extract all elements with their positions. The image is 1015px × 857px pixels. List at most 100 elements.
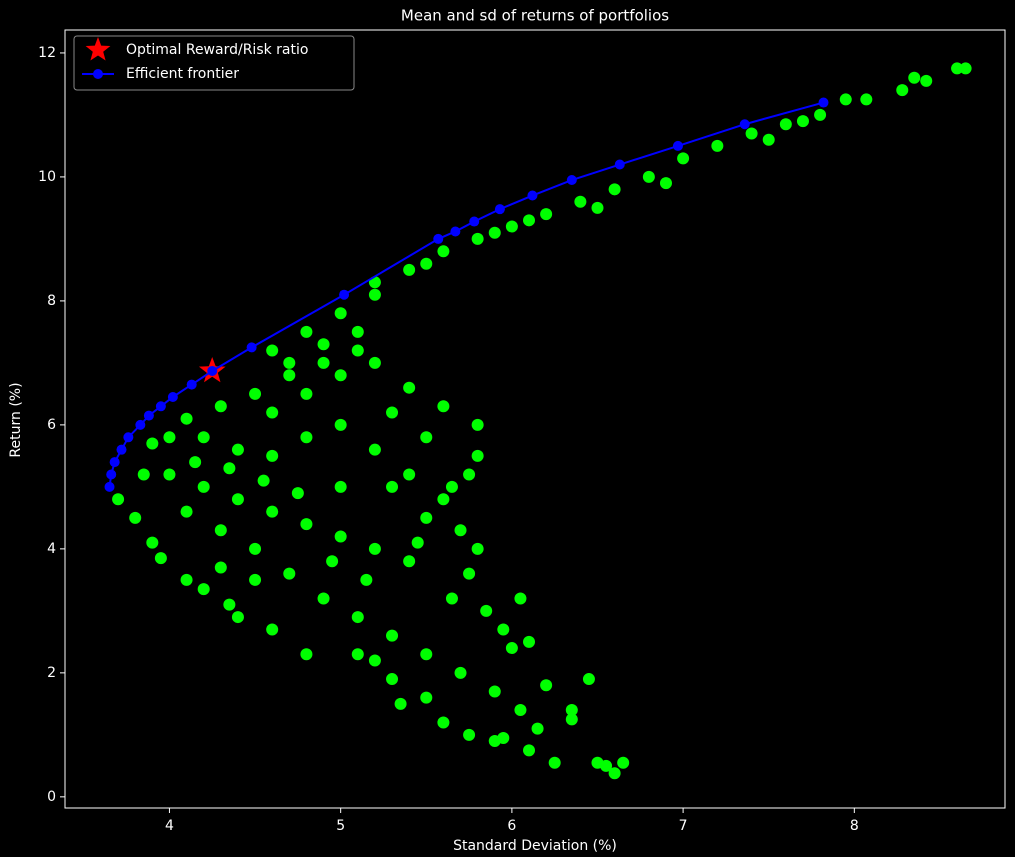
portfolio-point [146, 536, 159, 549]
portfolio-point [437, 716, 450, 729]
portfolio-point [283, 356, 296, 369]
portfolio-point [565, 704, 578, 717]
frontier-point [104, 481, 115, 492]
portfolio-point [231, 443, 244, 456]
portfolio-point [300, 325, 313, 338]
portfolio-point [420, 257, 433, 270]
portfolio-point [523, 744, 536, 757]
portfolio-point [214, 400, 227, 413]
portfolio-point [959, 62, 972, 75]
portfolio-point [231, 493, 244, 506]
portfolio-point [908, 71, 921, 84]
portfolio-point [951, 62, 964, 75]
portfolio-point [860, 93, 873, 106]
portfolio-point [411, 536, 424, 549]
portfolio-point [351, 325, 364, 338]
portfolio-point [471, 418, 484, 431]
x-tick-label: 6 [507, 818, 516, 834]
portfolio-point [608, 767, 621, 780]
portfolio-point [403, 555, 416, 568]
x-axis-label: Standard Deviation (%) [453, 838, 617, 854]
portfolio-point [523, 635, 536, 648]
portfolio-point [300, 648, 313, 661]
portfolio-point [445, 480, 458, 493]
portfolio-point [197, 480, 210, 493]
legend-label: Optimal Reward/Risk ratio [126, 42, 308, 58]
portfolio-point [531, 722, 544, 735]
portfolio-point [677, 152, 690, 165]
portfolio-point [266, 449, 279, 462]
portfolio-point [112, 493, 125, 506]
y-axis-label: Return (%) [8, 382, 24, 457]
y-tick-label: 8 [47, 293, 56, 309]
portfolio-point [514, 592, 527, 605]
frontier-point [614, 159, 625, 170]
portfolio-point [291, 487, 304, 500]
portfolio-point [779, 118, 792, 131]
frontier-point [739, 119, 750, 130]
portfolio-point [386, 673, 399, 686]
frontier-point [143, 410, 154, 421]
portfolio-point [231, 611, 244, 624]
portfolio-point [368, 356, 381, 369]
portfolio-point [163, 431, 176, 444]
portfolio-point [497, 623, 510, 636]
portfolio-point [565, 713, 578, 726]
portfolio-point [266, 344, 279, 357]
portfolio-point [488, 685, 501, 698]
y-tick-label: 6 [47, 417, 56, 433]
portfolio-point [137, 468, 150, 481]
portfolio-point [249, 573, 262, 586]
frontier-point [469, 216, 480, 227]
portfolio-point [471, 449, 484, 462]
portfolio-point [548, 756, 561, 769]
portfolio-point [351, 344, 364, 357]
portfolio-point [386, 629, 399, 642]
portfolio-point [197, 583, 210, 596]
portfolio-point [386, 480, 399, 493]
portfolio-point [642, 170, 655, 183]
portfolio-point [266, 406, 279, 419]
portfolio-point [659, 177, 672, 190]
portfolio-point [223, 598, 236, 611]
portfolio-point [445, 592, 458, 605]
portfolio-point [420, 691, 433, 704]
x-tick-label: 8 [850, 818, 859, 834]
portfolio-point [896, 84, 909, 97]
portfolio-point [249, 542, 262, 555]
frontier-point [818, 97, 829, 108]
portfolio-point [591, 201, 604, 214]
portfolio-point [334, 530, 347, 543]
frontier-point [207, 365, 218, 376]
portfolio-point [574, 195, 587, 208]
y-tick-label: 4 [47, 541, 56, 557]
portfolio-point [711, 139, 724, 152]
portfolio-point [839, 93, 852, 106]
portfolio-point [368, 654, 381, 667]
portfolio-point [223, 462, 236, 475]
portfolio-point [403, 381, 416, 394]
portfolio-point [796, 115, 809, 128]
portfolio-point [257, 474, 270, 487]
frontier-point [433, 233, 444, 244]
portfolio-point [334, 369, 347, 382]
portfolio-point [154, 552, 167, 565]
axes-frame [64, 29, 1006, 809]
frontier-point [116, 444, 127, 455]
portfolio-point [514, 704, 527, 717]
frontier-point [527, 190, 538, 201]
frontier-point [155, 401, 166, 412]
portfolio-point [540, 679, 553, 692]
portfolio-point [283, 369, 296, 382]
portfolio-point [454, 524, 467, 537]
portfolio-point [317, 356, 330, 369]
legend-swatch [85, 37, 111, 61]
portfolio-point [591, 756, 604, 769]
portfolio-point [505, 220, 518, 233]
portfolio-point [351, 648, 364, 661]
frontier-point [450, 226, 461, 237]
frontier-point [106, 469, 117, 480]
portfolio-point [488, 226, 501, 239]
portfolio-point [300, 431, 313, 444]
